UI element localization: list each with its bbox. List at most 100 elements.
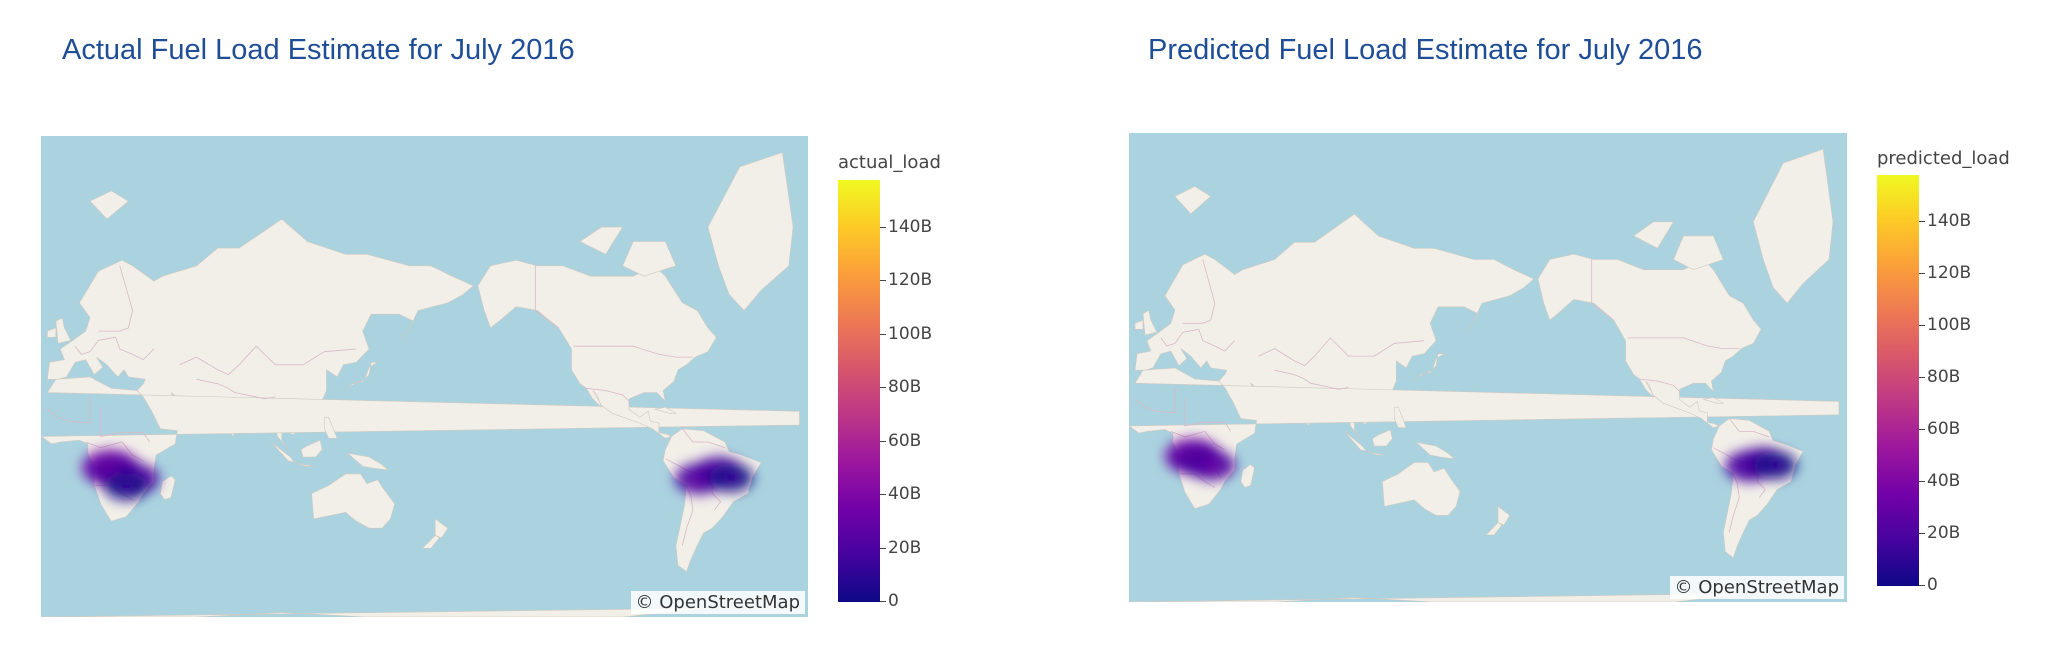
colorbar-tick-label: 20B — [879, 537, 922, 558]
land-mass — [1703, 397, 1725, 404]
land-mass — [311, 473, 396, 529]
country-border — [1274, 369, 1349, 390]
colorbar-tick-label: 60B — [1918, 418, 1961, 439]
land-layer — [41, 152, 800, 617]
map-canvas[interactable] — [1129, 133, 1847, 602]
land-mass — [1711, 418, 1804, 559]
land-mass — [324, 416, 338, 439]
land-mass — [579, 226, 624, 255]
colorbar-tick-label: 100B — [1918, 314, 1972, 335]
land-mass — [1381, 462, 1461, 516]
country-border — [47, 396, 91, 424]
map-title-predicted: Predicted Fuel Load Estimate for July 20… — [1148, 34, 1703, 66]
land-mass — [1673, 235, 1724, 271]
land-mass — [1240, 464, 1255, 488]
land-mass — [421, 535, 440, 549]
colorbar-tick-label: 20B — [1918, 522, 1961, 543]
map-canvas[interactable] — [41, 136, 808, 617]
land-mass — [1129, 367, 1840, 509]
country-border — [1591, 259, 1614, 321]
land-mass — [1394, 406, 1407, 428]
land-mass — [707, 152, 794, 311]
land-mass — [294, 462, 314, 467]
country-border — [1728, 418, 1770, 438]
land-mass — [662, 428, 762, 573]
land-mass — [477, 259, 717, 439]
map-actual-fuel-load[interactable]: © OpenStreetMap — [41, 136, 808, 617]
country-border — [534, 265, 559, 329]
colorbar-tick-label: 140B — [1918, 210, 1972, 231]
land-mass — [159, 475, 176, 500]
land-mass — [1413, 353, 1446, 382]
map-title-actual: Actual Fuel Load Estimate for July 2016 — [62, 34, 575, 66]
land-mass — [55, 317, 72, 344]
colorbar-tick-label: 0 — [1919, 575, 1938, 595]
land-mass — [1174, 186, 1212, 215]
land-mass — [1537, 253, 1762, 429]
country-border — [1639, 378, 1680, 392]
density-heatmap-layer — [1164, 437, 1798, 483]
colorbar-tick-label: 120B — [1918, 262, 1972, 283]
country-border — [1170, 430, 1225, 450]
country-border — [179, 345, 357, 376]
land-mass — [1633, 221, 1675, 249]
land-mass — [434, 518, 449, 539]
colorbar-actual — [838, 180, 880, 602]
colorbar-tick-label: 0 — [880, 591, 899, 611]
colorbar-tick-label: 80B — [879, 377, 922, 398]
colorbar-title-predicted: predicted_load — [1877, 148, 2010, 169]
density-heatmap-layer — [81, 448, 754, 501]
country-border — [98, 265, 134, 332]
land-mass — [41, 376, 800, 522]
country-border — [74, 336, 155, 361]
land-mass — [1366, 451, 1385, 456]
land-mass — [622, 241, 677, 277]
land-mass — [41, 607, 708, 617]
land-mass — [1371, 429, 1393, 447]
country-border — [1728, 473, 1740, 533]
land-mass — [1134, 319, 1144, 330]
land-mass — [1485, 522, 1503, 536]
land-mass — [300, 439, 323, 458]
land-mass — [270, 441, 296, 464]
country-border — [1134, 387, 1176, 414]
colorbar-tick-label: 120B — [879, 270, 933, 291]
land-mass — [346, 452, 390, 471]
country-border — [100, 407, 151, 443]
country-border — [196, 378, 276, 400]
density-hotspot-core — [1203, 459, 1221, 471]
country-border — [586, 387, 630, 402]
colorbar-title-actual: actual_load — [838, 152, 941, 173]
country-border — [1160, 328, 1235, 352]
land-mass — [47, 327, 57, 338]
country-border — [573, 345, 693, 358]
land-layer — [1129, 148, 1840, 602]
openstreetmap-attribution[interactable]: © OpenStreetMap — [1669, 576, 1844, 599]
land-mass — [654, 406, 678, 414]
country-border — [1184, 397, 1232, 432]
colorbar-tick-label: 80B — [1918, 366, 1961, 387]
land-mass — [345, 362, 379, 391]
density-hotspot-core — [119, 481, 134, 492]
country-border — [1627, 337, 1740, 349]
land-mass — [1415, 441, 1456, 460]
country-border — [681, 428, 726, 448]
openstreetmap-attribution[interactable]: © OpenStreetMap — [630, 591, 805, 614]
colorbar-tick-label: 40B — [879, 484, 922, 505]
land-mass — [89, 190, 129, 220]
colorbar-tick-label: 60B — [879, 430, 922, 451]
density-hotspot-core — [1768, 460, 1783, 471]
country-border — [1182, 259, 1216, 324]
country-border — [1258, 337, 1425, 367]
land-mass — [1752, 148, 1834, 304]
land-mass — [1344, 431, 1368, 452]
colorbar-predicted — [1877, 175, 1919, 586]
density-hotspot-core — [723, 472, 739, 483]
map-predicted-fuel-load[interactable]: © OpenStreetMap — [1129, 133, 1847, 602]
country-border — [85, 441, 144, 462]
colorbar-tick-label: 100B — [879, 323, 933, 344]
colorbar-tick-label: 40B — [1918, 470, 1961, 491]
land-mass — [1497, 505, 1511, 526]
land-mass — [1129, 593, 1754, 602]
land-mass — [1142, 309, 1158, 336]
